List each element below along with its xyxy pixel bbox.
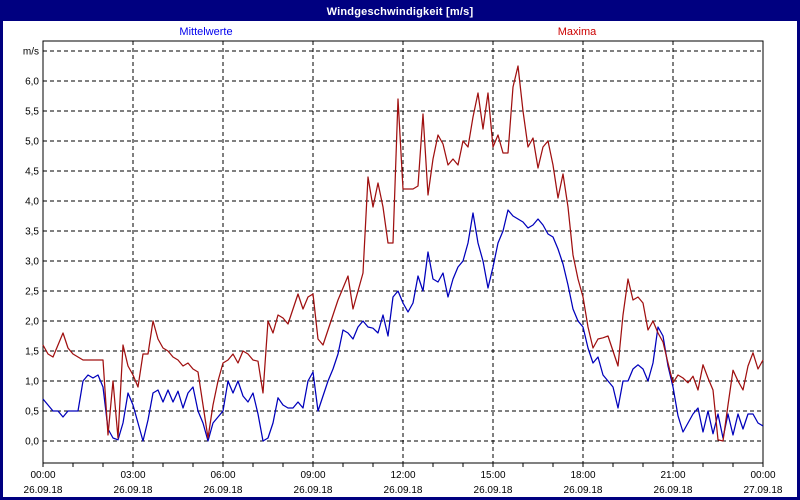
legend-maxima-label: Maxima (557, 26, 597, 38)
title-bar: Windgeschwindigkeit [m/s] (3, 3, 797, 21)
x-axis-time-label: 12:00 (390, 470, 415, 481)
chart-title: Windgeschwindigkeit [m/s] (326, 6, 474, 18)
y-axis-tick-label: 2,0 (25, 317, 39, 328)
x-axis-time-label: 21:00 (660, 470, 685, 481)
y-axis-tick-label: 3,0 (25, 257, 39, 268)
x-axis-date-label: 26.09.18 (564, 485, 603, 496)
y-axis-tick-label: 6,0 (25, 77, 39, 88)
legend-mittelwerte-label: Mittelwerte (179, 26, 233, 38)
y-axis-tick-label: 1,5 (25, 347, 39, 358)
x-axis-date-label: 26.09.18 (24, 485, 63, 496)
y-axis-tick-label: 0,5 (25, 407, 39, 418)
maxima-line (42, 65, 764, 442)
y-axis-tick-label: 3,5 (25, 227, 39, 238)
y-axis-tick-label: 4,0 (25, 197, 39, 208)
x-axis-time-label: 15:00 (480, 470, 505, 481)
x-axis-time-label: 18:00 (570, 470, 595, 481)
x-axis-date-label: 26.09.18 (204, 485, 243, 496)
x-axis-date-label: 26.09.18 (384, 485, 423, 496)
plot-svg: 0,0 0,5 1,0 1,5 2,0 2,5 3,0 3,5 4,0 4,5 5,0 5,5 6,0 m… (23, 40, 783, 496)
x-axis-date-label: 26.09.18 (294, 485, 333, 496)
x-axis-time-label: 03:00 (120, 470, 145, 481)
y-axis-tick-label: 4,5 (25, 167, 39, 178)
x-axis-date-label: 26.09.18 (114, 485, 153, 496)
y-axis-tick-label: 5,0 (25, 137, 39, 148)
y-axis-tick-label: 1,0 (25, 377, 39, 388)
x-axis-time-label: 06:00 (210, 470, 235, 481)
mittelwerte-line (42, 209, 764, 442)
x-axis-time-label: 09:00 (300, 470, 325, 481)
x-axis-date-label: 27.09.18 (744, 485, 783, 496)
y-axis-tick-label: 0,0 (25, 437, 39, 448)
x-axis-time-label: 00:00 (750, 470, 775, 481)
y-axis-tick-label: 5,5 (25, 107, 39, 118)
x-axis-date-label: 26.09.18 (474, 485, 513, 496)
x-axis-time-label: 00:00 (30, 470, 55, 481)
y-axis-tick-label: 2,5 (25, 287, 39, 298)
x-axis-date-label: 26.09.18 (654, 485, 693, 496)
y-axis-unit-label: m/s (23, 47, 39, 58)
